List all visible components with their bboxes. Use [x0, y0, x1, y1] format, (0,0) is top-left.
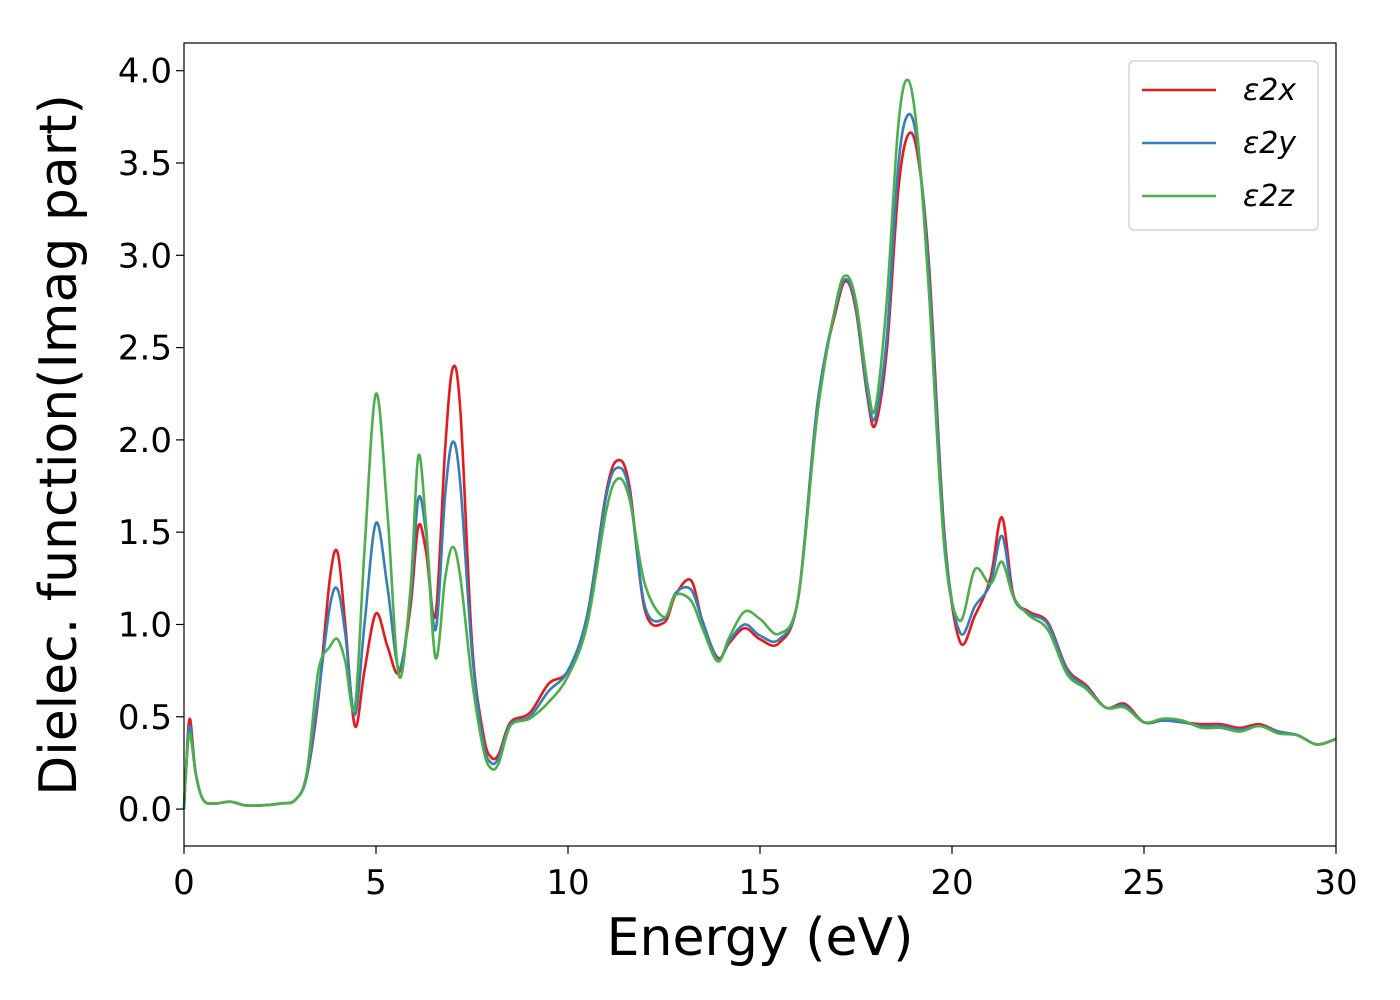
- y-axis-ticks: 0.0 0.5 1.0 1.5 2.0 2.5 3.0 3.5 4.0: [118, 52, 184, 830]
- x-tick-label: 5: [365, 863, 387, 903]
- y-tick-label: 0.5: [118, 698, 172, 738]
- x-tick-label: 30: [1314, 863, 1357, 903]
- legend-label-2: ε2y: [1243, 126, 1297, 161]
- x-axis-ticks: 0 5 10 15 20 25 30: [173, 846, 1358, 903]
- legend-box: [1128, 60, 1319, 231]
- y-axis-label: Dielec. function(Imag part): [29, 94, 89, 796]
- series-layer: [182, 78, 1337, 810]
- series-line-3: [182, 78, 1337, 810]
- legend-label-1: ε2x: [1243, 73, 1296, 108]
- x-tick-label: 10: [546, 863, 589, 903]
- y-tick-label: 3.0: [118, 236, 172, 276]
- y-tick-label: 1.5: [118, 513, 172, 553]
- legend-label-3: ε2z: [1243, 179, 1295, 214]
- plot-area: [182, 42, 1337, 847]
- y-tick-label: 2.5: [118, 329, 172, 369]
- y-tick-label: 3.5: [118, 144, 172, 184]
- legend-items: ε2x ε2y ε2z: [1142, 73, 1297, 214]
- y-tick-label: 0.0: [118, 790, 172, 830]
- y-tick-label: 4.0: [118, 52, 172, 92]
- x-tick-label: 25: [1122, 863, 1165, 903]
- x-tick-label: 0: [173, 863, 195, 903]
- legend: ε2x ε2y ε2z: [1128, 60, 1319, 231]
- y-tick-label: 1.0: [118, 605, 172, 645]
- x-axis-label: Energy (eV): [607, 908, 914, 968]
- x-tick-label: 15: [738, 863, 781, 903]
- y-tick-label: 2.0: [118, 421, 172, 461]
- x-tick-label: 20: [930, 863, 973, 903]
